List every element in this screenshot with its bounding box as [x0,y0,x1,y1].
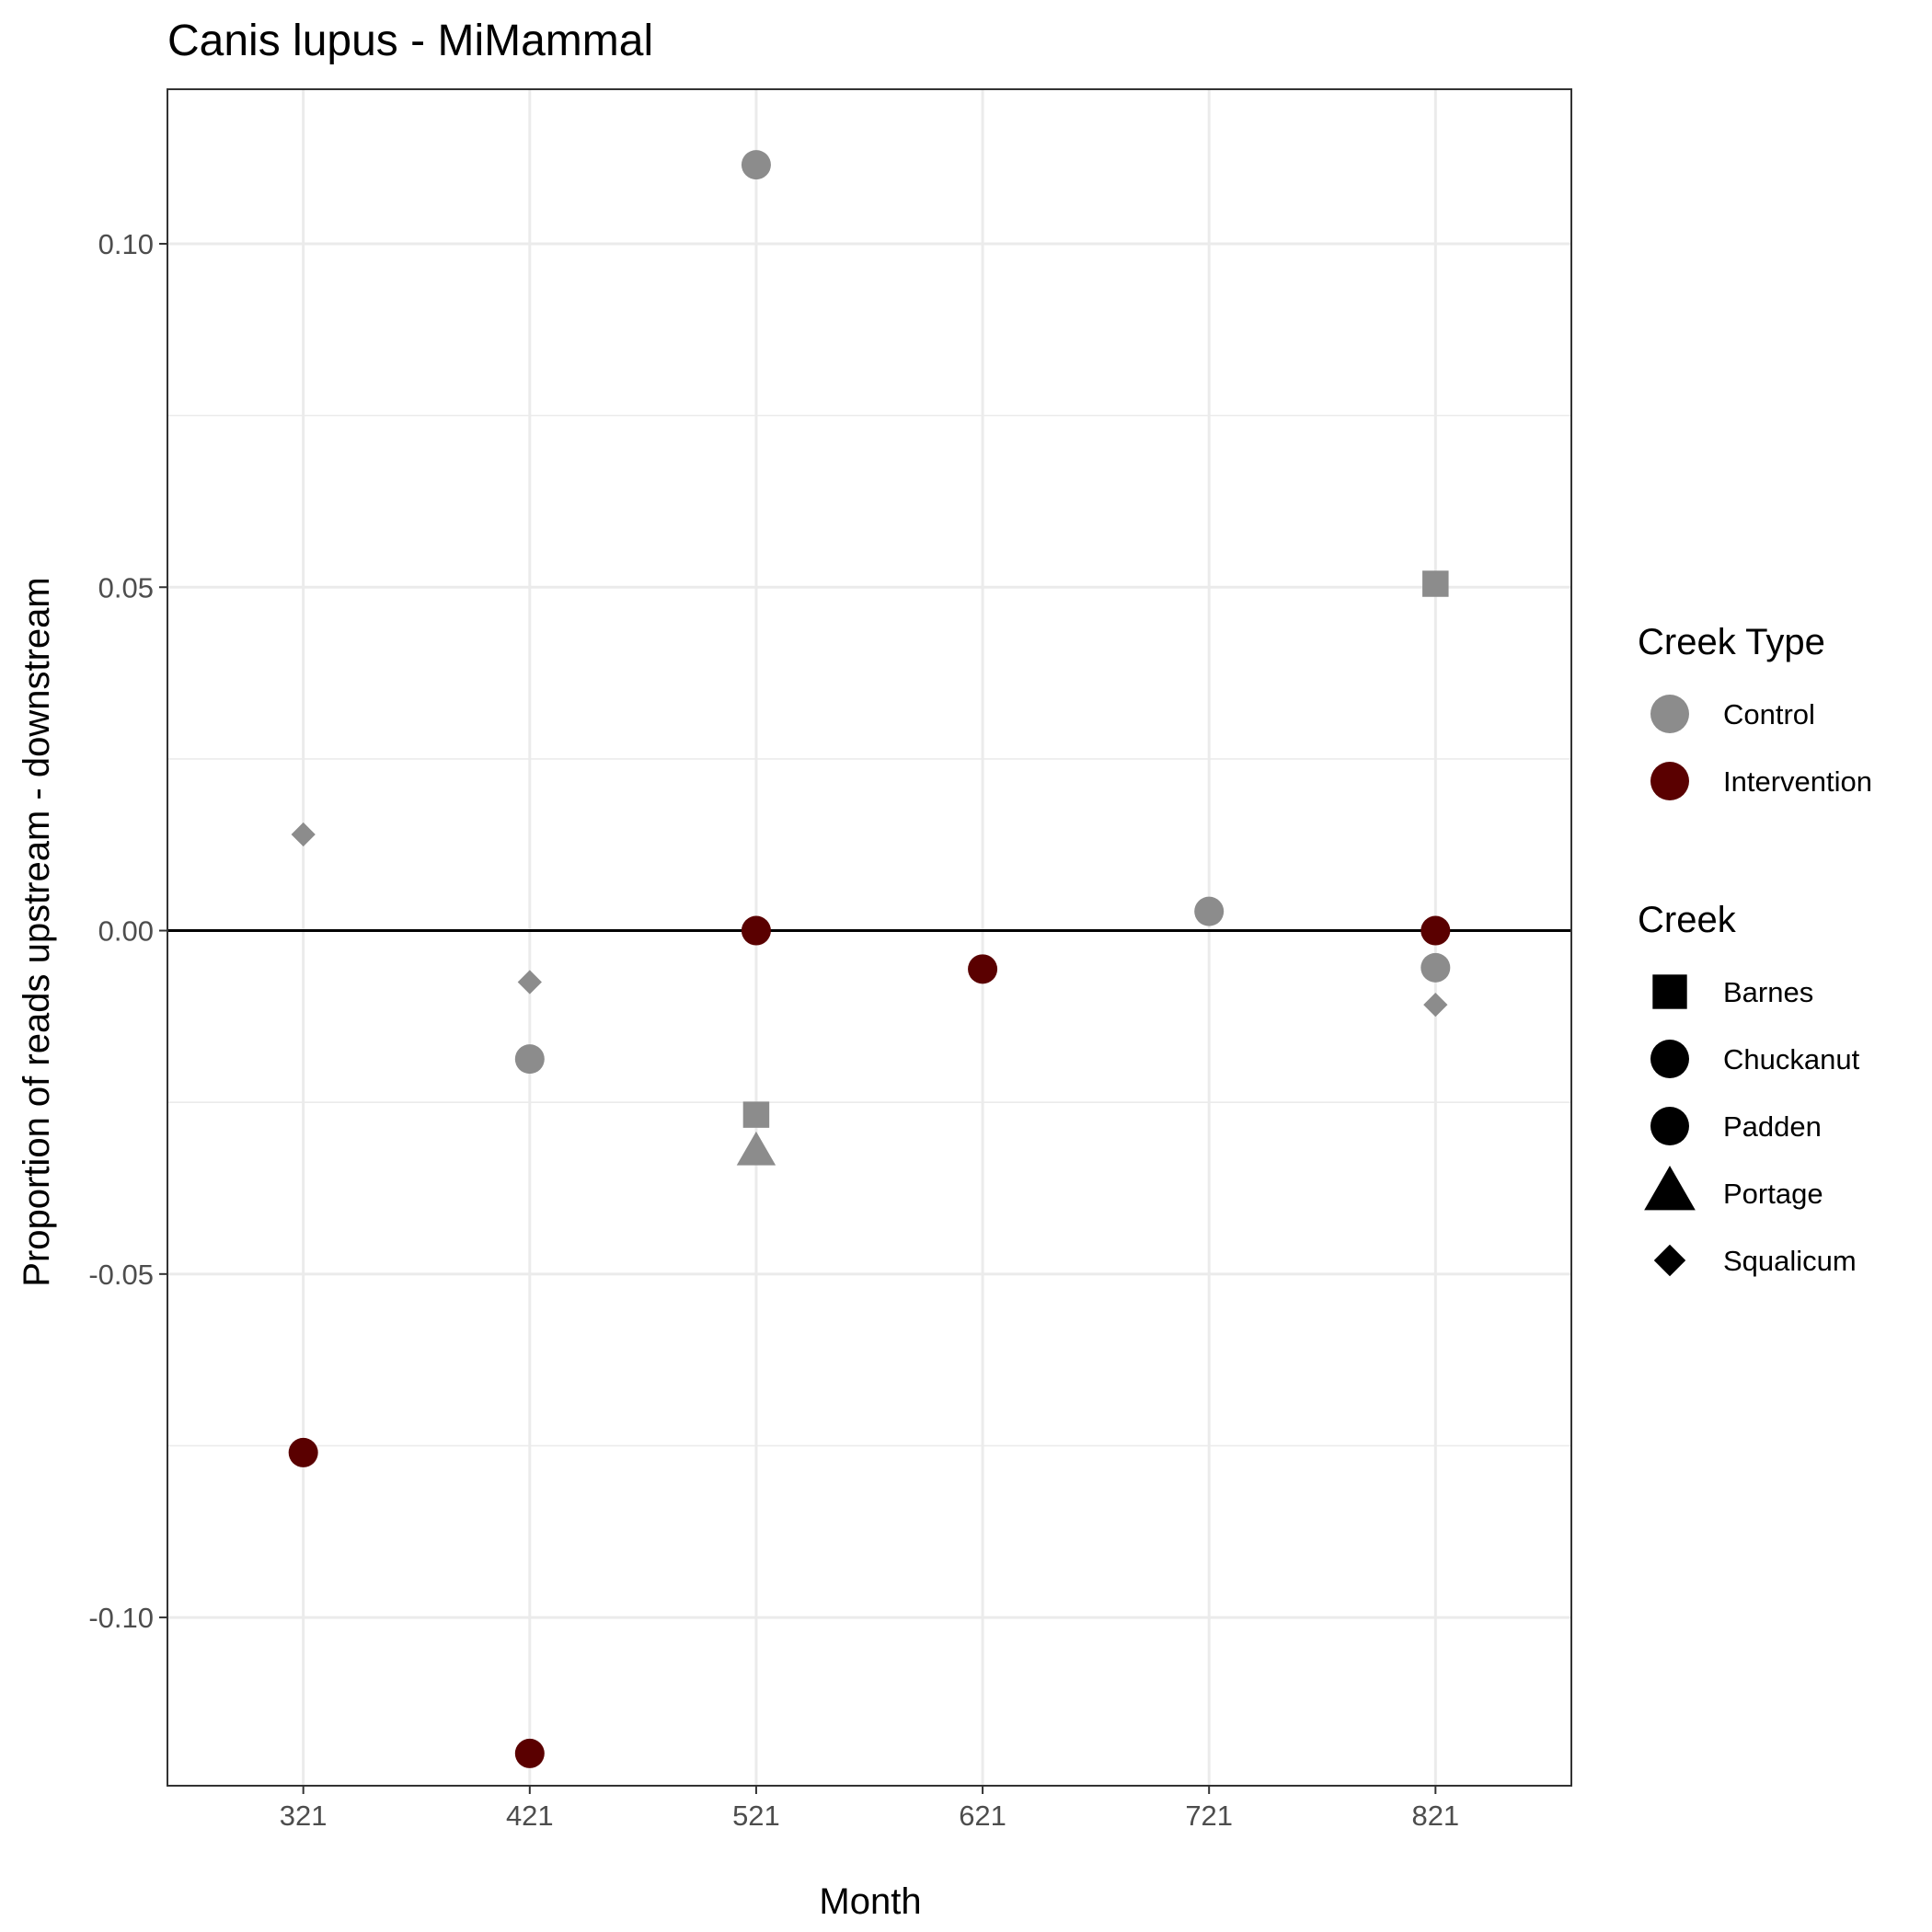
legend-creek-type: Creek Type Control Intervention [1638,622,1872,800]
legend-key [1653,1244,1686,1277]
y-axis-ticks: 0.10 0.05 0.00 -0.05 -0.10 [88,228,167,1634]
legend-label: Control [1723,698,1815,730]
legend-key [1644,1166,1696,1211]
data-point [742,1101,770,1128]
legend-key [1650,695,1689,733]
panel-border-rect [167,88,1572,1787]
data-point [741,150,771,180]
chart-title: Canis lupus - MiMammal [167,17,653,65]
legend-creek-type-title: Creek Type [1638,622,1825,662]
legend-label: Barnes [1723,976,1813,1008]
legend-label: Padden [1723,1110,1822,1143]
legend-key [1652,974,1687,1009]
data-point [514,1738,545,1768]
legend-creek-title: Creek [1638,900,1737,940]
legend-creek: Creek Barnes Chuckanut Padden Portage Squalic… [1638,900,1860,1277]
legend-key [1650,1107,1689,1145]
y-axis-title: Proportion of reads upstream - downstrea… [17,577,57,1286]
legend-label: Squalicum [1723,1245,1857,1277]
legend-key [1650,762,1689,800]
data-point [1420,952,1451,983]
legend-label: Intervention [1723,765,1872,798]
data-points [288,150,1451,1768]
plot-panel [167,89,1571,1786]
data-point [1420,915,1451,946]
data-point [291,822,316,847]
data-point [288,1437,318,1467]
data-point [741,915,771,946]
legend-key [1650,1040,1689,1078]
y-tick-label: -0.05 [88,1259,154,1291]
x-tick-label: 621 [959,1800,1006,1832]
data-point [517,970,542,995]
data-point [514,1044,545,1075]
data-point [1194,896,1225,926]
y-tick-label: 0.00 [98,915,154,948]
y-tick-label: 0.10 [98,228,154,260]
x-tick-label: 721 [1185,1800,1233,1832]
panel-border [167,88,1572,1787]
x-tick-label: 321 [280,1800,328,1832]
y-tick-label: -0.10 [88,1602,154,1634]
x-axis-title: Month [819,1881,921,1922]
legend-label: Chuckanut [1723,1043,1860,1075]
x-tick-label: 521 [732,1800,780,1832]
y-tick-label: 0.05 [98,571,154,604]
x-tick-label: 421 [506,1800,554,1832]
data-point [1423,993,1448,1018]
data-point [1422,570,1449,597]
legend-label: Portage [1723,1178,1823,1210]
x-axis-ticks: 321 421 521 621 721 821 [280,1786,1459,1832]
data-point [736,1131,776,1166]
x-tick-label: 821 [1411,1800,1459,1832]
data-point [968,954,998,984]
panel-background [167,89,1571,1786]
